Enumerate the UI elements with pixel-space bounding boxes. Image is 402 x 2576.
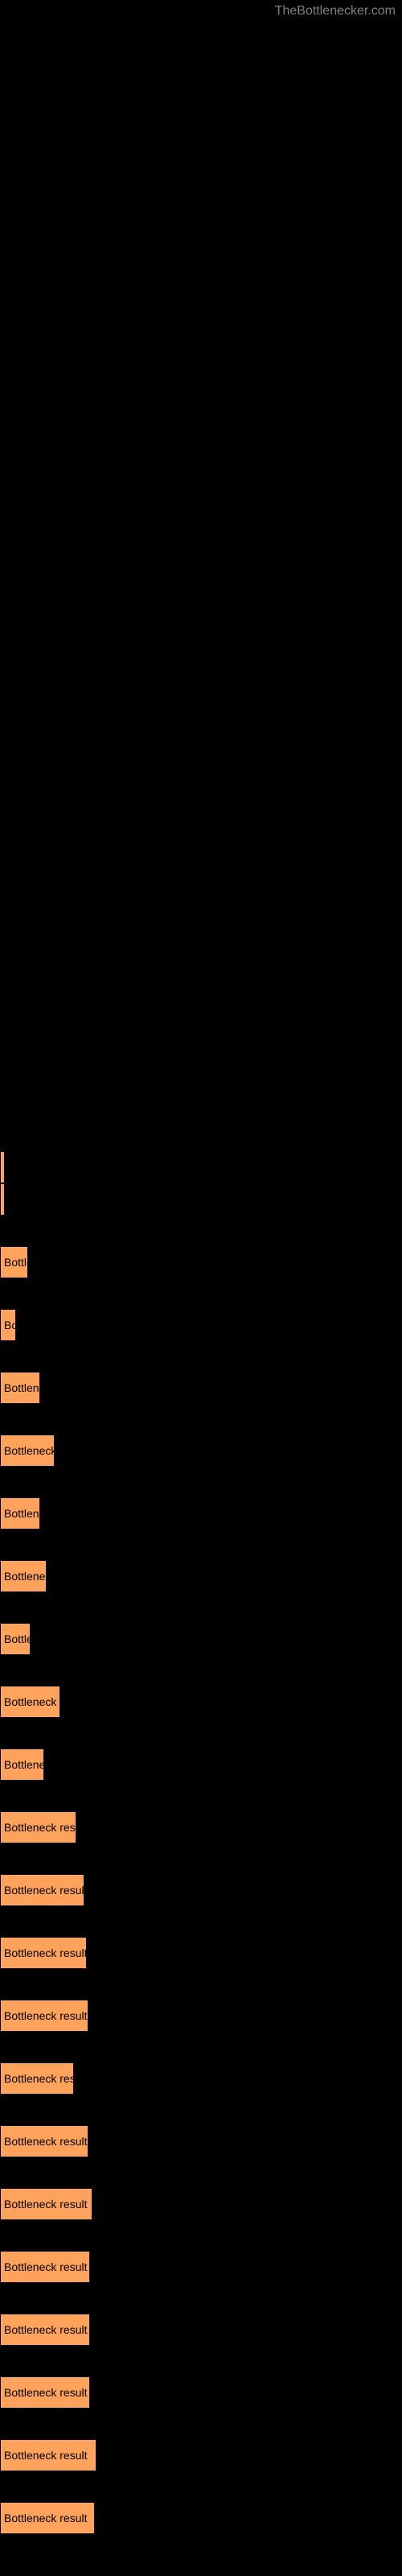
bar-label: Bottle: [4, 1256, 28, 1269]
bar-label: Bottleneck result: [4, 2009, 88, 2022]
chart-bar: B: [0, 1151, 5, 1183]
bar-row: Bottleneck result: [0, 1937, 87, 1969]
bar-row: B: [0, 1183, 5, 1216]
bar-label: B: [4, 1161, 5, 1174]
bar-row: Bo: [0, 1309, 16, 1341]
bar-label: B: [4, 1193, 5, 1206]
chart-bar: Bottleneck result: [0, 2376, 90, 2409]
watermark-text: TheBottlenecker.com: [275, 4, 396, 19]
chart-bar: Bottle: [0, 1623, 31, 1655]
bar-label: Bottleneck res: [4, 2072, 74, 2085]
bar-row: Bottlene: [0, 1497, 40, 1530]
bar-row: B: [0, 1151, 5, 1183]
bar-label: Bottleneck result: [4, 2386, 88, 2399]
bar-label: Bottlene: [4, 1507, 40, 1520]
chart-bar: Bottleneck res: [0, 2062, 74, 2095]
bar-label: Bottleneck result: [4, 2449, 88, 2462]
bar-label: Bottleneck result: [4, 2260, 88, 2273]
bar-row: Bottleneck res: [0, 2062, 74, 2095]
chart-bar: Bottleneck resu: [0, 1811, 76, 1843]
chart-bar: Bottlenec: [0, 1560, 47, 1592]
chart-bar: Bottle: [0, 1246, 28, 1278]
bar-row: Bottleneck resu: [0, 1811, 76, 1843]
chart-bar: Bo: [0, 1309, 16, 1341]
bar-row: Bottlenec: [0, 1560, 47, 1592]
bar-row: Bottlene: [0, 1748, 44, 1781]
bar-label: Bottleneck result: [4, 2135, 88, 2148]
chart-bar: Bottleneck result: [0, 2439, 96, 2471]
chart-container: TheBottlenecker.com B B Bottle Bo Bottlene Bo…: [0, 0, 402, 2576]
chart-bar: Bottleneck result: [0, 1937, 87, 1969]
bar-label: Bottleneck resu: [4, 1821, 76, 1834]
bar-row: Bottleneck result: [0, 2188, 92, 2220]
bar-label: Bottleneck result: [4, 1884, 84, 1897]
bar-label: Bottleneck result: [4, 2198, 88, 2211]
bar-row: Bottlene: [0, 1372, 40, 1404]
bar-row: Bottleneck result: [0, 2314, 90, 2346]
bar-label: Bottleneck result: [4, 2323, 88, 2336]
bar-row: Bottle: [0, 1623, 31, 1655]
bar-label: Bottleneck result: [4, 2512, 88, 2524]
chart-bar: Bottlene: [0, 1372, 40, 1404]
bar-label: Bottleneck r: [4, 1695, 60, 1708]
bar-label: Bottlenec: [4, 1570, 47, 1583]
bar-row: Bottleneck result: [0, 2125, 88, 2157]
bar-label: Bo: [4, 1319, 16, 1331]
chart-bar: Bottleneck result: [0, 1874, 84, 1906]
bar-row: Bottleneck result: [0, 1874, 84, 1906]
bar-label: Bottleneck: [4, 1444, 55, 1457]
bar-row: Bottleneck result: [0, 2251, 90, 2283]
chart-bar: Bottleneck result: [0, 2251, 90, 2283]
bar-row: Bottle: [0, 1246, 28, 1278]
chart-bar: Bottlene: [0, 1748, 44, 1781]
bar-row: Bottleneck result: [0, 2376, 90, 2409]
bar-row: Bottleneck result: [0, 2439, 96, 2471]
bar-label: Bottle: [4, 1633, 31, 1645]
bar-row: Bottleneck: [0, 1435, 55, 1467]
bar-label: Bottleneck result: [4, 1946, 87, 1959]
bar-row: Bottleneck result: [0, 2000, 88, 2032]
chart-bar: B: [0, 1183, 5, 1216]
bar-label: Bottlene: [4, 1381, 40, 1394]
chart-bar: Bottleneck result: [0, 2502, 95, 2534]
chart-bar: Bottleneck result: [0, 2188, 92, 2220]
chart-bar: Bottleneck result: [0, 2000, 88, 2032]
chart-bar: Bottleneck: [0, 1435, 55, 1467]
chart-bar: Bottlene: [0, 1497, 40, 1530]
chart-bar: Bottleneck result: [0, 2314, 90, 2346]
bar-row: Bottleneck result: [0, 2502, 95, 2534]
bar-row: Bottleneck r: [0, 1686, 60, 1718]
bar-label: Bottlene: [4, 1758, 44, 1771]
chart-bar: Bottleneck result: [0, 2125, 88, 2157]
chart-bar: Bottleneck r: [0, 1686, 60, 1718]
